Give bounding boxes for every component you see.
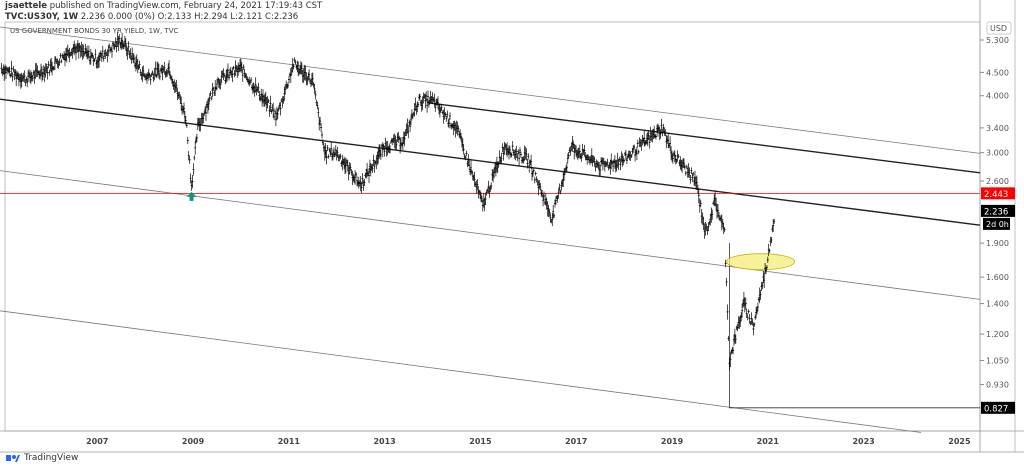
y-tick-label: 4.000 <box>986 92 1009 101</box>
x-tick-label: 2021 <box>757 437 780 446</box>
arrow-up-icon <box>186 191 197 201</box>
last-price-label-bg <box>981 204 1015 217</box>
trend-line <box>0 98 981 226</box>
publish-info: jsaettele published on TradingView.com, … <box>5 1 322 11</box>
low-price-label: 0.827 <box>984 404 1008 414</box>
countdown-label: 2d 0h <box>986 220 1009 229</box>
trend-line <box>0 170 981 300</box>
last-price-label: 2.236 <box>984 207 1008 217</box>
y-tick-label: 5.300 <box>986 36 1009 45</box>
price-bars <box>0 31 776 371</box>
x-tick-label: 2013 <box>373 437 395 446</box>
low-price-label-bg <box>981 401 1015 414</box>
tradingview-icon <box>6 455 20 462</box>
x-tick-label: 2017 <box>565 437 587 446</box>
y-tick-label: 1.200 <box>986 330 1009 339</box>
trend-line <box>0 310 922 433</box>
x-tick-label: 2019 <box>661 437 684 446</box>
chart-title: US GOVERNMENT BONDS 30 YR YIELD, 1W, TVC <box>10 27 178 35</box>
x-tick-label: 2023 <box>852 437 874 446</box>
x-tick-label: 2025 <box>948 437 971 446</box>
y-tick-label: 3.000 <box>986 149 1009 158</box>
y-tick-label: 2.600 <box>986 177 1009 186</box>
level-price-label-bg <box>981 187 1015 200</box>
plot-frame <box>4 21 981 432</box>
trend-line <box>427 102 981 174</box>
low-marker-line <box>729 243 980 409</box>
y-tick-label: 3.400 <box>986 124 1009 133</box>
x-tick-label: 2011 <box>278 437 301 446</box>
countdown-bg <box>983 217 1010 230</box>
symbol-info: TVC:US30Y, 1W 2.236 0.000 (0%) O:2.133 H… <box>5 12 298 22</box>
symbol: TVC:US30Y, 1W <box>5 12 79 22</box>
currency-label: USD <box>990 24 1007 33</box>
x-tick-label: 2015 <box>469 437 492 446</box>
y-tick-label: 1.900 <box>986 239 1009 248</box>
x-tick-label: 2009 <box>182 437 205 446</box>
y-tick-label: 0.930 <box>986 381 1009 390</box>
highlight-ellipse <box>726 253 796 271</box>
trend-line <box>0 26 981 154</box>
y-tick-label: 1.600 <box>986 273 1009 282</box>
publish-text: published on TradingView.com, February 2… <box>49 1 323 11</box>
tradingview-logo[interactable]: TradingView <box>6 453 78 463</box>
level-price-label: 2.443 <box>984 190 1008 200</box>
y-tick-label: 1.050 <box>986 357 1009 366</box>
x-tick-label: 2007 <box>86 437 108 446</box>
y-tick-label: 1.400 <box>986 300 1009 309</box>
quote: 2.236 0.000 (0%) O:2.133 H:2.294 L:2.121… <box>80 12 299 22</box>
author: jsaettele <box>5 1 48 11</box>
y-tick-label: 4.500 <box>986 68 1009 77</box>
brand-text: TradingView <box>24 453 79 463</box>
currency-box <box>986 21 1012 35</box>
